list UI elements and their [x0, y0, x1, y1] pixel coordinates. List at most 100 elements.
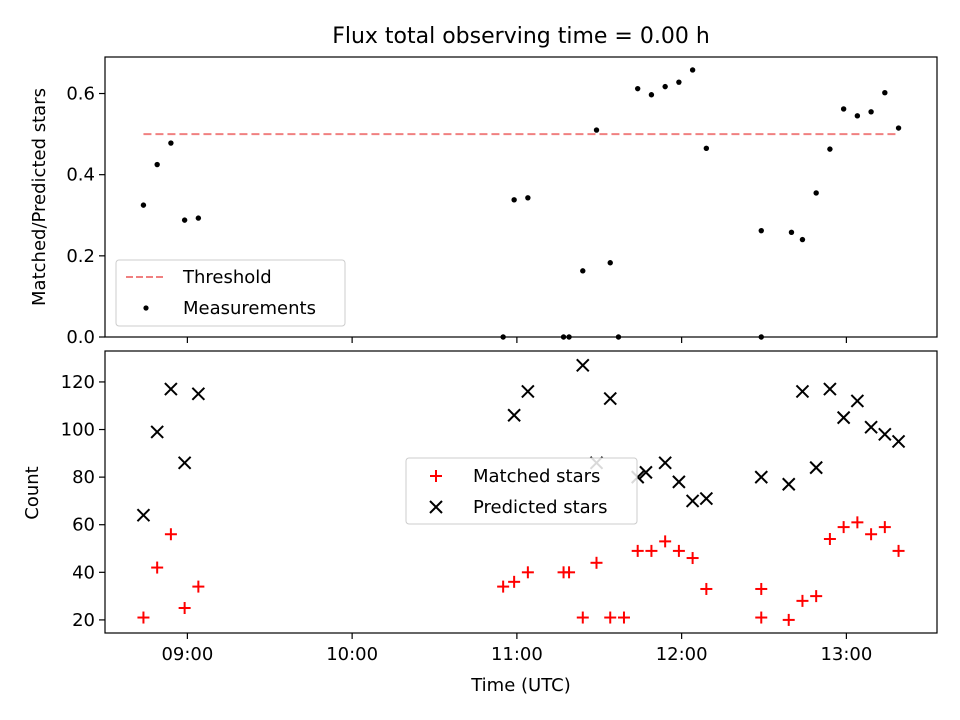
predicted-star-point	[658, 456, 672, 470]
measurement-point	[648, 92, 655, 98]
legend-predicted-swatch	[429, 500, 443, 514]
measurement-point	[788, 229, 795, 236]
bottom-y-axis-label: Count	[22, 466, 43, 519]
predicted-star-point	[850, 394, 865, 408]
top-legend: Threshold Measurements	[115, 259, 346, 327]
matched-star-point	[590, 556, 603, 569]
matched-star-point	[782, 613, 795, 626]
measurement-point	[840, 106, 847, 112]
measurement-point	[525, 195, 531, 201]
predicted-star-point	[639, 465, 653, 480]
matched-star-point	[796, 594, 809, 607]
predicted-star-point	[150, 425, 164, 439]
bottom-legend: Matched stars Predicted stars	[405, 457, 638, 525]
measurement-point	[607, 260, 613, 266]
measurement-point	[634, 85, 641, 92]
predicted-star-point	[603, 391, 617, 406]
x-tick-label: 13:00	[820, 644, 872, 665]
y-tick-label: 100	[61, 420, 95, 441]
predicted-star-point	[191, 387, 206, 401]
predicted-star-point	[685, 494, 700, 508]
matched-star-point	[672, 544, 685, 557]
measurement-point	[181, 217, 188, 223]
matched-star-point	[823, 533, 836, 545]
measurement-point	[689, 67, 696, 73]
predicted-star-point	[177, 456, 192, 470]
top-ticks: 0.0 0.2 0.4 0.6	[66, 84, 847, 348]
measurement-point	[868, 109, 874, 115]
measurement-point	[154, 161, 160, 168]
measurement-point	[799, 236, 806, 243]
y-tick-label: 0.2	[66, 246, 95, 267]
predicted-star-point	[164, 382, 178, 396]
matched-star-point	[892, 544, 905, 557]
y-tick-label: 0.0	[66, 327, 95, 348]
y-tick-label: 60	[72, 515, 95, 536]
bottom-data-layer	[136, 358, 906, 626]
y-tick-label: 0.4	[66, 165, 95, 186]
x-tick-label: 12:00	[656, 644, 708, 665]
matched-star-point	[755, 611, 768, 624]
legend-matched-label: Matched stars	[473, 466, 600, 487]
measurement-point	[580, 268, 586, 274]
figure-title: Flux total observing time = 0.00 h	[332, 24, 710, 49]
measurement-point	[827, 146, 833, 152]
predicted-star-point	[795, 384, 810, 399]
matched-star-point	[508, 575, 521, 588]
top-axes-frame	[104, 56, 938, 338]
predicted-star-point	[699, 491, 714, 506]
predicted-star-point	[809, 460, 823, 475]
legend-predicted-label: Predicted stars	[473, 497, 607, 518]
matched-star-point	[151, 561, 164, 574]
predicted-star-point	[891, 434, 906, 449]
measurement-point	[676, 79, 682, 85]
matched-star-point	[851, 516, 864, 529]
measurement-point	[168, 140, 174, 146]
matched-star-point	[878, 521, 891, 534]
legend-measurements-label: Measurements	[183, 298, 316, 319]
measurement-point	[854, 113, 861, 119]
measurement-point	[813, 190, 819, 196]
matched-star-point	[497, 580, 510, 593]
legend-matched-swatch	[430, 470, 442, 482]
measurement-point	[703, 145, 710, 152]
predicted-star-point	[136, 508, 151, 522]
predicted-star-point	[782, 477, 796, 491]
x-tick-label: 10:00	[326, 644, 378, 665]
measurement-point	[195, 215, 202, 221]
measurement-point	[895, 125, 902, 131]
legend-threshold-label: Threshold	[182, 267, 272, 288]
y-tick-label: 40	[72, 562, 95, 583]
matched-star-point	[631, 544, 644, 557]
matched-star-point	[645, 544, 658, 557]
bottom-panel: 09:00 10:00 11:00 12:00 13:0020406080100120 …	[22, 350, 938, 696]
bottom-ticks: 09:00 10:00 11:00 12:00 13:00 20 40 60 80 100 120	[61, 372, 873, 665]
matched-star-point	[576, 611, 589, 624]
top-y-axis-label: Matched/Predicted stars	[29, 88, 50, 306]
matched-star-point	[617, 611, 630, 624]
bottom-legend-box	[405, 457, 638, 525]
matched-star-point	[865, 528, 878, 541]
measurement-point	[511, 197, 517, 203]
matched-star-point	[192, 580, 205, 593]
x-tick-label: 11:00	[491, 644, 543, 665]
predicted-star-point	[672, 475, 686, 489]
top-legend-box	[115, 259, 346, 327]
predicted-star-point	[836, 410, 851, 425]
predicted-star-point	[576, 358, 590, 372]
legend-measurements-swatch	[143, 305, 149, 311]
predicted-star-point	[864, 420, 878, 434]
matched-star-point	[563, 566, 576, 579]
measurement-point	[662, 83, 668, 90]
top-panel: 0.0 0.2 0.4 0.6 Matched/Predicted stars Thr…	[29, 56, 938, 348]
y-tick-label: 80	[72, 467, 95, 488]
measurement-point	[882, 90, 888, 96]
predicted-star-point	[823, 382, 837, 396]
predicted-star-point	[754, 470, 768, 484]
x-axis-label: Time (UTC)	[470, 675, 571, 696]
measurement-point	[758, 227, 764, 234]
predicted-star-point	[878, 427, 892, 441]
matched-star-point	[521, 566, 534, 579]
y-tick-label: 0.6	[66, 84, 95, 105]
